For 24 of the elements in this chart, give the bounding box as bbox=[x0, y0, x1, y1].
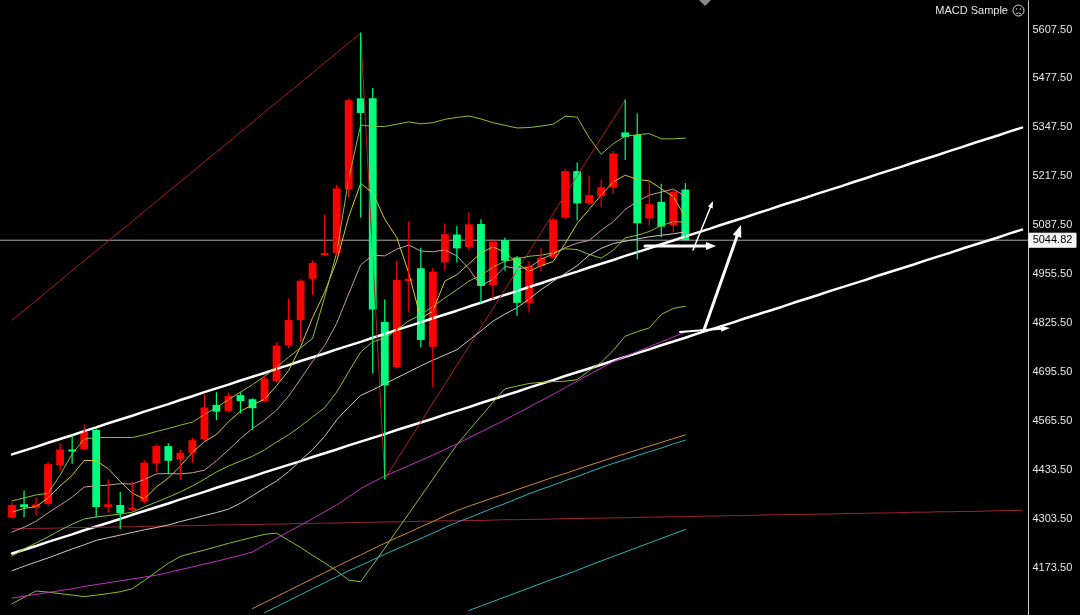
y-tick-label: 4955.50 bbox=[1032, 267, 1073, 280]
y-tick-label: 5347.50 bbox=[1032, 120, 1073, 133]
candlestick bbox=[104, 479, 113, 513]
candlestick bbox=[128, 481, 137, 512]
y-tick-label: 5477.50 bbox=[1032, 71, 1073, 84]
candlestick bbox=[164, 443, 173, 475]
y-tick-label: 4433.50 bbox=[1032, 463, 1073, 476]
line-series bbox=[10, 228, 1024, 555]
line-series bbox=[11, 32, 626, 480]
line-series bbox=[468, 528, 686, 611]
y-tick-label: 4695.50 bbox=[1032, 364, 1073, 377]
line-series bbox=[10, 126, 1024, 456]
candlestick bbox=[308, 260, 317, 295]
ref-line-label: 5044.82 bbox=[1032, 233, 1073, 246]
y-tick-label: 4173.50 bbox=[1032, 560, 1073, 573]
line-series bbox=[11, 509, 1023, 530]
y-tick-label: 5217.50 bbox=[1032, 168, 1073, 181]
y-tick-label: 4825.50 bbox=[1032, 316, 1073, 329]
y-tick-label: 4565.50 bbox=[1032, 413, 1073, 426]
y-tick-label: 4303.50 bbox=[1032, 511, 1073, 524]
annotation: MACD Sample bbox=[935, 3, 1008, 17]
line-series bbox=[11, 115, 686, 502]
y-tick-label: 5087.50 bbox=[1032, 217, 1073, 230]
y-tick-label: 5607.50 bbox=[1032, 22, 1073, 35]
